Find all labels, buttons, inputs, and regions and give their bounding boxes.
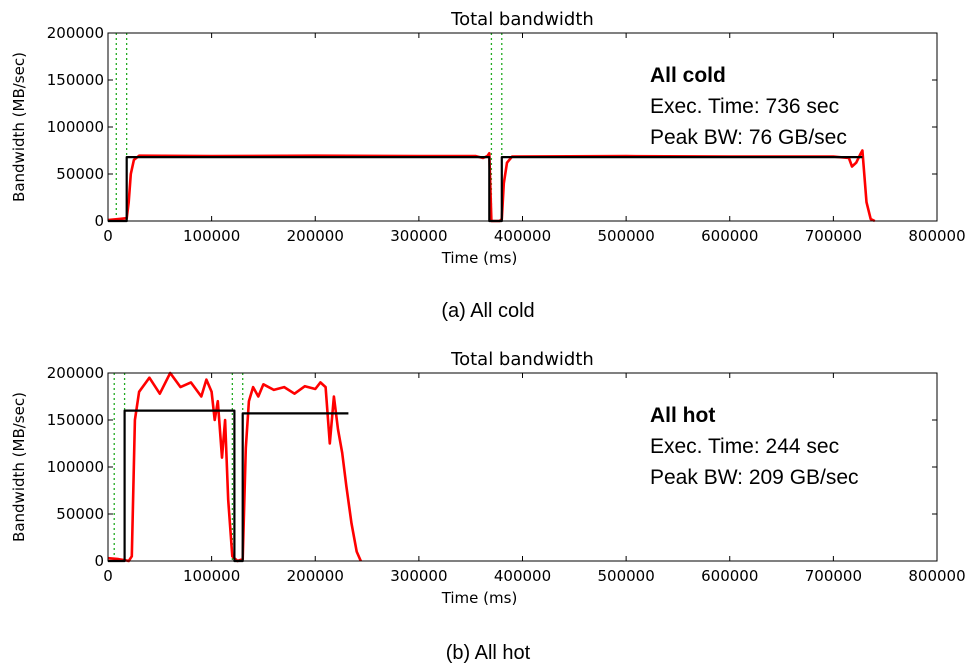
x-tick-label: 200000: [287, 567, 344, 585]
x-tick-label: 0: [103, 567, 113, 585]
x-axis-label: Time (ms): [441, 249, 518, 267]
x-tick-label: 400000: [494, 227, 551, 245]
x-tick-label: 200000: [287, 227, 344, 245]
x-tick-label: 300000: [390, 567, 447, 585]
bandwidth-chart-hot: Total bandwidth 0 100000 200000 300000 400000…: [10, 349, 966, 607]
x-tick-label: 400000: [494, 567, 551, 585]
x-tick-label: 800000: [908, 227, 965, 245]
bandwidth-series-line: [107, 149, 876, 223]
x-tick-label: 500000: [597, 227, 654, 245]
y-tick-label: 100000: [47, 458, 104, 476]
x-tick-label: 700000: [805, 567, 862, 585]
subfigure-caption: (a) All cold: [441, 300, 535, 322]
x-tick-label: 600000: [701, 227, 758, 245]
x-tick-label: 700000: [805, 227, 862, 245]
x-axis-label: Time (ms): [441, 589, 518, 607]
y-tick-label: 200000: [47, 24, 104, 42]
chart-title: Total bandwidth: [450, 9, 594, 30]
x-tick-label: 100000: [183, 567, 240, 585]
subfigure-caption: (b) All hot: [445, 642, 531, 664]
annotation-peak-bw: Peak BW: 76 GB/sec: [650, 126, 847, 149]
y-tick-label: 50000: [56, 165, 104, 183]
x-tick-label: 100000: [183, 227, 240, 245]
panel-all-hot: Total bandwidth 0 100000 200000 300000 400000…: [0, 338, 976, 672]
annotation-title: All hot: [650, 404, 716, 427]
y-tick-label: 100000: [47, 118, 104, 136]
panel-all-cold: Total bandwidth 0 100000 200000 300000 400000…: [0, 0, 976, 330]
x-tick-label: 0: [103, 227, 113, 245]
y-axis-label: Bandwidth (MB/sec): [10, 392, 28, 542]
annotation-title: All cold: [650, 64, 726, 87]
bandwidth-chart-cold: Total bandwidth 0 100000 200000 300000 400000…: [10, 9, 966, 267]
x-tick-label: 300000: [390, 227, 447, 245]
y-tick-label: 150000: [47, 411, 104, 429]
y-tick-label: 150000: [47, 71, 104, 89]
reference-series-line: [108, 409, 349, 563]
y-tick-label: 0: [94, 212, 104, 230]
annotation-exec-time: Exec. Time: 244 sec: [650, 435, 840, 458]
annotation-box: All cold Exec. Time: 736 sec Peak BW: 76…: [650, 60, 847, 153]
annotation-exec-time: Exec. Time: 736 sec: [650, 95, 840, 118]
y-tick-label: 0: [94, 552, 104, 570]
x-tick-label: 500000: [597, 567, 654, 585]
annotation-peak-bw: Peak BW: 209 GB/sec: [650, 466, 859, 489]
chart-title: Total bandwidth: [450, 349, 594, 370]
y-tick-label: 50000: [56, 505, 104, 523]
x-tick-label: 800000: [908, 567, 965, 585]
x-tick-label: 600000: [701, 567, 758, 585]
y-axis-label: Bandwidth (MB/sec): [10, 52, 28, 202]
reference-series-line: [108, 156, 863, 223]
y-tick-label: 200000: [47, 364, 104, 382]
annotation-box: All hot Exec. Time: 244 sec Peak BW: 209…: [650, 400, 859, 493]
